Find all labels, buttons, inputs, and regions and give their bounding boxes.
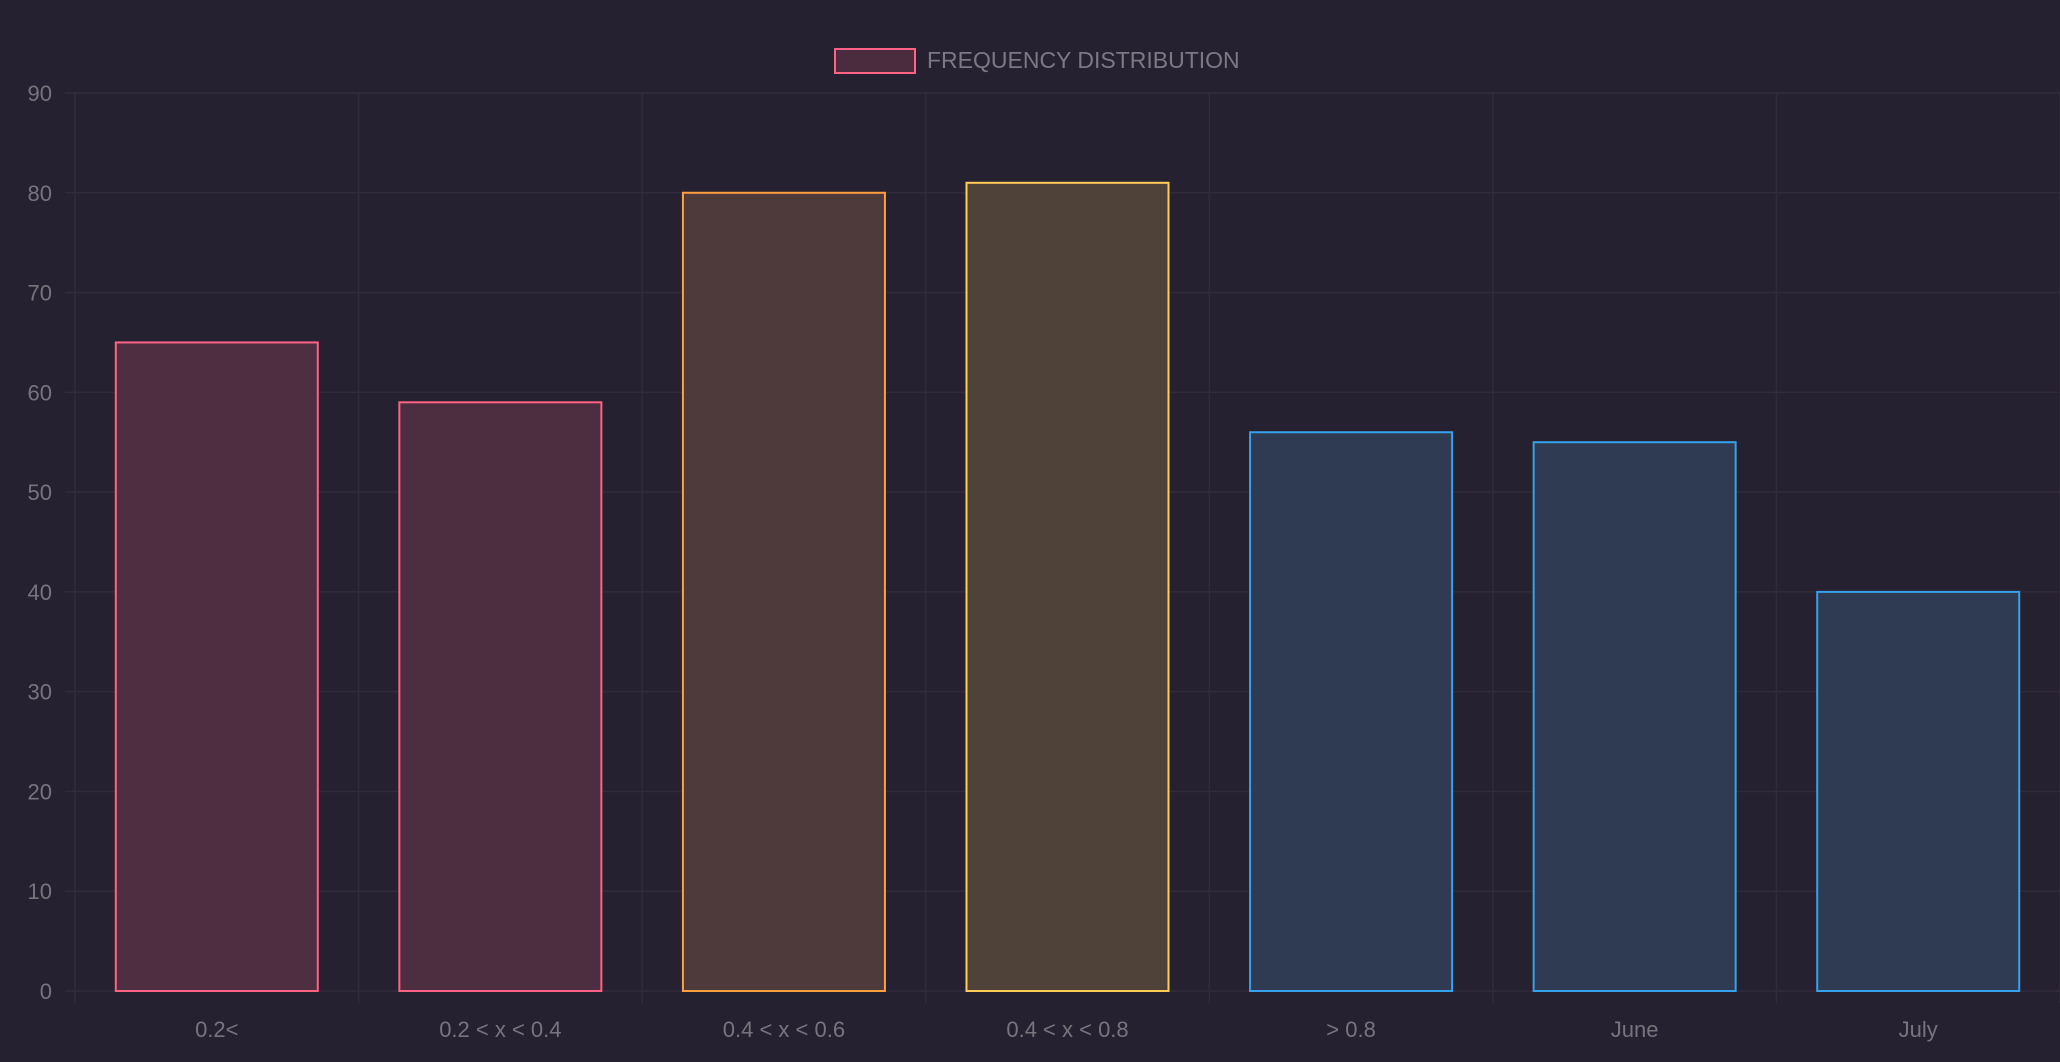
y-tick-label: 60 <box>28 380 52 405</box>
x-tick-label: 0.4 < x < 0.6 <box>723 1017 845 1042</box>
bar[interactable] <box>965 181 1170 993</box>
x-tick-label: 0.2 < x < 0.4 <box>439 1017 561 1042</box>
x-tick-label: > 0.8 <box>1326 1017 1376 1042</box>
x-tick-label: July <box>1899 1017 1938 1042</box>
legend-swatch[interactable] <box>834 48 916 74</box>
x-tick-label: 0.4 < x < 0.8 <box>1006 1017 1128 1042</box>
legend-label[interactable]: FREQUENCY DISTRIBUTION <box>927 47 1240 73</box>
y-axis-ticks: 0 10 20 30 40 50 60 70 80 90 <box>28 81 52 1004</box>
y-tick-label: 40 <box>28 580 52 605</box>
x-axis-ticks: 0.2< 0.2 < x < 0.4 0.4 < x < 0.6 0.4 < x < … <box>195 1017 1938 1042</box>
y-tick-label: 20 <box>28 779 52 804</box>
bar[interactable] <box>681 191 886 992</box>
bar[interactable] <box>114 341 319 992</box>
x-tick-label: 0.2< <box>195 1017 238 1042</box>
bar[interactable] <box>398 401 603 992</box>
y-tick-label: 80 <box>28 181 52 206</box>
y-tick-label: 0 <box>40 979 52 1004</box>
y-tick-label: 50 <box>28 480 52 505</box>
y-tick-label: 70 <box>28 281 52 306</box>
legend[interactable]: FREQUENCY DISTRIBUTION <box>834 47 1240 74</box>
bars-layer <box>114 181 2021 993</box>
bar[interactable] <box>1816 590 2021 993</box>
y-tick-label: 10 <box>28 879 52 904</box>
y-tick-label: 90 <box>28 81 52 106</box>
y-tick-label: 30 <box>28 680 52 705</box>
bar[interactable] <box>1532 441 1737 992</box>
x-tick-label: June <box>1611 1017 1659 1042</box>
bar[interactable] <box>1249 431 1454 992</box>
